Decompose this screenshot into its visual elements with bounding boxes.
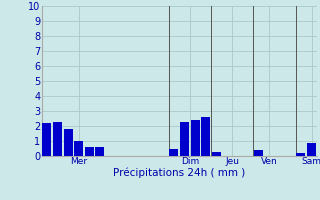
Bar (53, 121, 62, 156)
Bar (212, 152, 221, 156)
X-axis label: Précipitations 24h ( mm ): Précipitations 24h ( mm ) (113, 168, 245, 178)
Bar (42, 123, 52, 156)
Bar (169, 148, 179, 156)
Bar (95, 147, 104, 156)
Bar (254, 150, 263, 156)
Bar (180, 121, 189, 156)
Bar (201, 117, 210, 156)
Bar (64, 129, 73, 156)
Bar (74, 141, 83, 156)
Bar (85, 147, 94, 156)
Bar (307, 142, 316, 156)
Bar (296, 153, 305, 156)
Bar (191, 120, 200, 156)
